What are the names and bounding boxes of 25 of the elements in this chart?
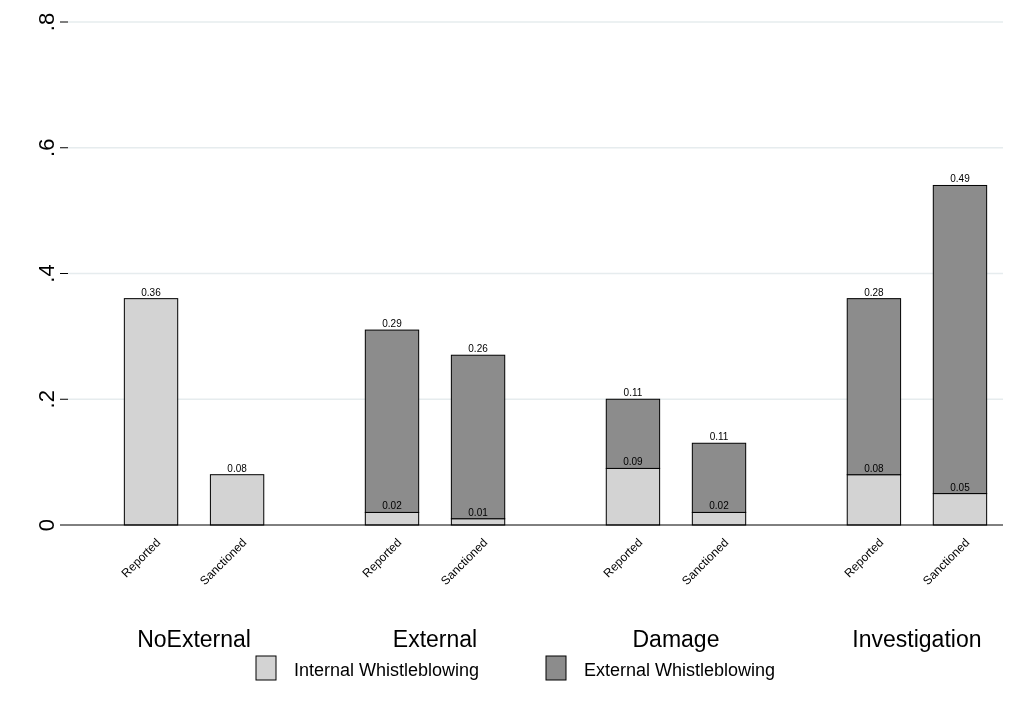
text: Investigation xyxy=(852,626,982,652)
data-label: 0.08 xyxy=(227,462,248,474)
data-label: 0.36 xyxy=(141,286,162,298)
text: Damage xyxy=(632,626,720,652)
data-label: 0.09 xyxy=(623,456,644,468)
data-label: 0.05 xyxy=(950,481,971,493)
y-tick-label: .8 xyxy=(34,12,59,32)
data-label: 0.11 xyxy=(709,431,729,443)
data-label: 0.28 xyxy=(864,286,885,298)
text: NoExternal xyxy=(137,626,251,652)
legend-label: Internal Whistleblowing xyxy=(294,660,480,680)
y-tick-label: .2 xyxy=(34,390,59,409)
text: External xyxy=(392,626,478,652)
y-tick-label: .4 xyxy=(34,264,59,283)
data-label: 0.49 xyxy=(950,173,971,185)
data-label: 0.01 xyxy=(468,506,489,518)
data-label: 0.11 xyxy=(623,387,643,399)
legend-label: External Whistleblowing xyxy=(584,660,776,680)
data-label: 0.26 xyxy=(468,343,489,355)
y-tick-label: .6 xyxy=(34,138,59,157)
y-tick-label: 0 xyxy=(34,518,59,532)
data-label: 0.08 xyxy=(864,462,885,474)
data-label: 0.29 xyxy=(382,318,403,330)
data-label: 0.02 xyxy=(709,500,730,512)
data-label: 0.02 xyxy=(382,500,403,512)
